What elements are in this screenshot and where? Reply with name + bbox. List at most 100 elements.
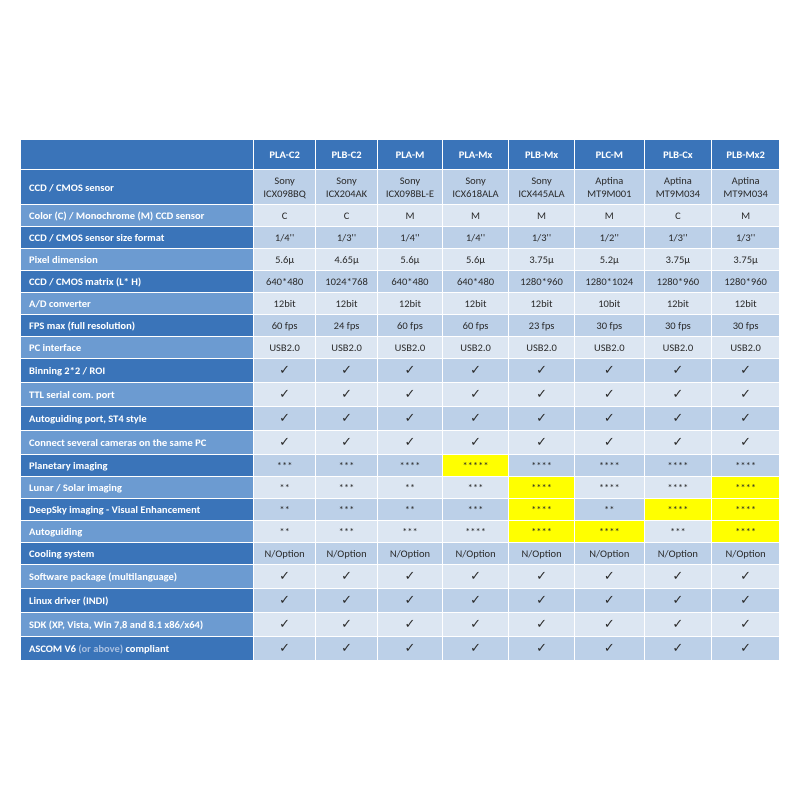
table-row: CCD / CMOS sensorSony ICX098BQSony ICX20… bbox=[21, 170, 780, 205]
cell-value: M bbox=[712, 205, 780, 227]
cell-value: USB2.0 bbox=[509, 337, 575, 359]
cell-value: 10bit bbox=[575, 293, 645, 315]
cell-value: 640*480 bbox=[254, 271, 316, 293]
row-label: ASCOM V6 (or above) compliant bbox=[21, 637, 254, 661]
check-icon: ✓ bbox=[712, 589, 780, 613]
cell-value: M bbox=[443, 205, 509, 227]
cell-value: **** bbox=[509, 455, 575, 477]
cell-value: *** bbox=[316, 499, 378, 521]
col-header: PLB-Mx bbox=[509, 140, 575, 170]
check-icon: ✓ bbox=[644, 407, 712, 431]
cell-value: **** bbox=[575, 521, 645, 543]
table-row: CCD / CMOS sensor size format1/4''1/3''1… bbox=[21, 227, 780, 249]
row-label: CCD / CMOS matrix (L* H) bbox=[21, 271, 254, 293]
check-icon: ✓ bbox=[575, 637, 645, 661]
check-icon: ✓ bbox=[377, 431, 442, 455]
table-row: Linux driver (INDI)✓✓✓✓✓✓✓✓ bbox=[21, 589, 780, 613]
check-icon: ✓ bbox=[644, 431, 712, 455]
cell-value: 30 fps bbox=[575, 315, 645, 337]
cell-value: 12bit bbox=[443, 293, 509, 315]
cell-value: 3.75µ bbox=[712, 249, 780, 271]
check-icon: ✓ bbox=[712, 383, 780, 407]
check-icon: ✓ bbox=[377, 637, 442, 661]
cell-value: **** bbox=[575, 455, 645, 477]
table-row: Autoguiding port, ST4 style✓✓✓✓✓✓✓✓ bbox=[21, 407, 780, 431]
check-icon: ✓ bbox=[377, 613, 442, 637]
cell-value: N/Option bbox=[254, 543, 316, 565]
check-icon: ✓ bbox=[575, 565, 645, 589]
check-icon: ✓ bbox=[377, 383, 442, 407]
cell-value: **** bbox=[377, 455, 442, 477]
col-header: PLB-Cx bbox=[644, 140, 712, 170]
check-icon: ✓ bbox=[509, 407, 575, 431]
row-label: Linux driver (INDI) bbox=[21, 589, 254, 613]
check-icon: ✓ bbox=[509, 565, 575, 589]
check-icon: ✓ bbox=[712, 613, 780, 637]
cell-value: 4.65µ bbox=[316, 249, 378, 271]
cell-value: 1/4'' bbox=[254, 227, 316, 249]
check-icon: ✓ bbox=[254, 431, 316, 455]
cell-value: **** bbox=[509, 477, 575, 499]
cell-value: **** bbox=[509, 521, 575, 543]
row-label: Autoguiding bbox=[21, 521, 254, 543]
cell-value: *** bbox=[254, 455, 316, 477]
check-icon: ✓ bbox=[575, 589, 645, 613]
check-icon: ✓ bbox=[316, 359, 378, 383]
cell-value: 12bit bbox=[712, 293, 780, 315]
check-icon: ✓ bbox=[316, 613, 378, 637]
table-row: Autoguiding*************************** bbox=[21, 521, 780, 543]
check-icon: ✓ bbox=[254, 637, 316, 661]
row-label: PC interface bbox=[21, 337, 254, 359]
check-icon: ✓ bbox=[443, 383, 509, 407]
check-icon: ✓ bbox=[254, 407, 316, 431]
check-icon: ✓ bbox=[644, 637, 712, 661]
cell-value: **** bbox=[644, 477, 712, 499]
cell-value: 1024*768 bbox=[316, 271, 378, 293]
cell-value: 640*480 bbox=[443, 271, 509, 293]
check-icon: ✓ bbox=[712, 431, 780, 455]
cell-value: *** bbox=[443, 477, 509, 499]
comparison-table-wrap: PLA-C2PLB-C2PLA-MPLA-MxPLB-MxPLC-MPLB-Cx… bbox=[20, 139, 780, 661]
cell-value: USB2.0 bbox=[316, 337, 378, 359]
cell-value: 12bit bbox=[644, 293, 712, 315]
cell-value: 5.6µ bbox=[254, 249, 316, 271]
col-header: PLB-Mx2 bbox=[712, 140, 780, 170]
cell-value: *** bbox=[644, 521, 712, 543]
check-icon: ✓ bbox=[644, 383, 712, 407]
col-header: PLA-M bbox=[377, 140, 442, 170]
cell-value: USB2.0 bbox=[443, 337, 509, 359]
check-icon: ✓ bbox=[254, 565, 316, 589]
check-icon: ✓ bbox=[443, 613, 509, 637]
row-label: Connect several cameras on the same PC bbox=[21, 431, 254, 455]
table-row: SDK (XP, Vista, Win 7,8 and 8.1 x86/x64)… bbox=[21, 613, 780, 637]
cell-value: 1/3'' bbox=[712, 227, 780, 249]
check-icon: ✓ bbox=[377, 589, 442, 613]
cell-value: 1/2'' bbox=[575, 227, 645, 249]
check-icon: ✓ bbox=[316, 565, 378, 589]
table-row: PC interfaceUSB2.0USB2.0USB2.0USB2.0USB2… bbox=[21, 337, 780, 359]
comparison-table: PLA-C2PLB-C2PLA-MPLA-MxPLB-MxPLC-MPLB-Cx… bbox=[20, 139, 780, 661]
check-icon: ✓ bbox=[509, 589, 575, 613]
table-row: FPS max (full resolution)60 fps24 fps60 … bbox=[21, 315, 780, 337]
cell-value: C bbox=[316, 205, 378, 227]
cell-value: Sony ICX204AK bbox=[316, 170, 378, 205]
check-icon: ✓ bbox=[644, 613, 712, 637]
cell-value: *** bbox=[443, 499, 509, 521]
check-icon: ✓ bbox=[443, 565, 509, 589]
check-icon: ✓ bbox=[254, 589, 316, 613]
table-row: A/D converter12bit12bit12bit12bit12bit10… bbox=[21, 293, 780, 315]
cell-value: 60 fps bbox=[254, 315, 316, 337]
cell-value: **** bbox=[644, 455, 712, 477]
cell-value: 1280*960 bbox=[509, 271, 575, 293]
table-row: Lunar / Solar imaging*******************… bbox=[21, 477, 780, 499]
row-label: FPS max (full resolution) bbox=[21, 315, 254, 337]
check-icon: ✓ bbox=[377, 565, 442, 589]
table-row: Cooling systemN/OptionN/OptionN/OptionN/… bbox=[21, 543, 780, 565]
cell-value: USB2.0 bbox=[712, 337, 780, 359]
cell-value: 5.6µ bbox=[443, 249, 509, 271]
cell-value: ** bbox=[254, 499, 316, 521]
row-label: Software package (multilanguage) bbox=[21, 565, 254, 589]
cell-value: Aptina MT9M001 bbox=[575, 170, 645, 205]
col-header: PLB-C2 bbox=[316, 140, 378, 170]
check-icon: ✓ bbox=[254, 359, 316, 383]
